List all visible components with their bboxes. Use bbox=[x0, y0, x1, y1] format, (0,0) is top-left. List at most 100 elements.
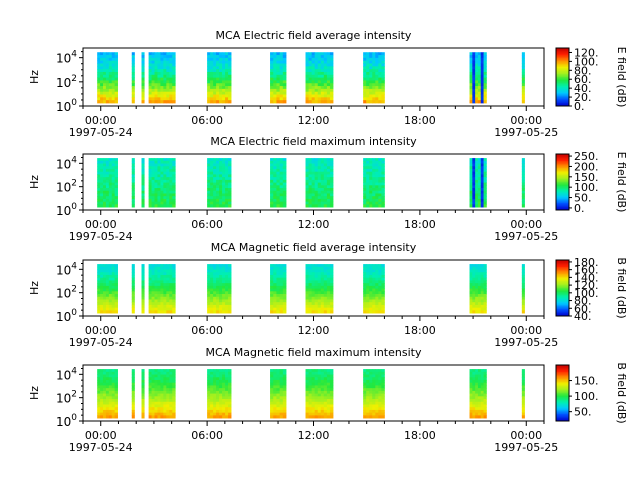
y-tick-base: 10 bbox=[56, 52, 71, 66]
spectrogram-2 bbox=[97, 158, 525, 208]
colorbar-segment bbox=[556, 415, 569, 418]
colorbar-tick-label: 60. bbox=[574, 73, 592, 86]
colorbar-segment bbox=[556, 404, 569, 407]
colorbar-segment bbox=[556, 165, 569, 168]
colorbar-segment bbox=[556, 390, 569, 393]
colorbar-segment bbox=[556, 379, 569, 381]
colorbar-segment bbox=[556, 72, 569, 75]
colorbar-label: E field (dB) bbox=[615, 152, 628, 213]
colorbar-segment bbox=[556, 189, 569, 191]
colorbar-segment bbox=[556, 79, 569, 82]
colorbar-segment bbox=[556, 101, 569, 104]
colorbar-segment bbox=[556, 369, 569, 372]
colorbar-segment bbox=[556, 50, 569, 53]
colorbar-segment bbox=[556, 92, 569, 95]
colorbar-segment bbox=[556, 186, 569, 189]
colorbar-segment bbox=[556, 85, 569, 88]
y-tick-exponent: 4 bbox=[71, 155, 77, 165]
colorbar-tick-label: 100. bbox=[574, 390, 599, 403]
x-tick-label: 06:00 bbox=[191, 429, 223, 442]
colorbar-segment bbox=[556, 393, 569, 395]
data-block bbox=[148, 264, 176, 314]
colorbar-segment bbox=[556, 68, 569, 71]
x-date-label: 1997-05-24 bbox=[69, 126, 133, 139]
x-tick-label: 12:00 bbox=[298, 114, 330, 127]
y-tick-label: 102 bbox=[56, 390, 77, 406]
colorbar-segment bbox=[556, 374, 569, 377]
colorbar-segment bbox=[556, 184, 569, 187]
data-block bbox=[270, 264, 287, 314]
y-tick-exponent: 2 bbox=[71, 285, 77, 295]
y-tick-label: 104 bbox=[56, 155, 77, 171]
colorbar-segment bbox=[556, 190, 569, 193]
colorbar-segment bbox=[556, 87, 569, 90]
colorbar-segment bbox=[556, 275, 569, 278]
colorbar-segment bbox=[556, 286, 569, 289]
colorbar-segment bbox=[556, 71, 569, 74]
y-tick-label: 100 bbox=[56, 308, 77, 324]
colorbar-segment bbox=[556, 292, 569, 295]
colorbar-segment bbox=[556, 400, 569, 402]
data-block bbox=[207, 369, 232, 419]
colorbar-tick-label: 0. bbox=[574, 100, 585, 113]
colorbar: 0.50.100.150.200.250. E field (dB) bbox=[555, 150, 628, 215]
colorbar-tick-label: 180. bbox=[574, 256, 599, 269]
colorbar-segment bbox=[556, 196, 569, 198]
y-tick-label: 102 bbox=[56, 74, 77, 90]
colorbar-tick-label: 200. bbox=[574, 160, 599, 173]
colorbar-segment bbox=[556, 387, 569, 390]
y-axis-label: Hz bbox=[28, 281, 41, 295]
colorbar-segment bbox=[556, 98, 569, 101]
y-tick-base: 10 bbox=[56, 368, 71, 382]
colorbar-segment bbox=[556, 293, 569, 296]
colorbar-segment bbox=[556, 397, 569, 400]
data-block bbox=[305, 369, 334, 419]
colorbar-segment bbox=[556, 182, 569, 184]
colorbar-segment bbox=[556, 52, 569, 55]
colorbar-segment bbox=[556, 91, 569, 94]
y-tick-exponent: 2 bbox=[71, 179, 77, 189]
colorbar-segment bbox=[556, 166, 569, 169]
colorbar-segment bbox=[556, 82, 569, 85]
data-block bbox=[270, 52, 287, 104]
colorbar-segment bbox=[556, 405, 569, 408]
colorbar-tick-label: 100. bbox=[574, 181, 599, 194]
y-tick-base: 10 bbox=[56, 392, 71, 406]
y-tick-base: 10 bbox=[56, 100, 71, 114]
colorbar-tick-label: 80. bbox=[574, 295, 592, 308]
colorbar-segment bbox=[556, 264, 569, 267]
colorbar-segment bbox=[556, 84, 569, 87]
colorbar-segment bbox=[556, 156, 569, 159]
x-date-label: 1997-05-24 bbox=[69, 336, 133, 349]
x-tick-label: 18:00 bbox=[404, 429, 436, 442]
colorbar-segment bbox=[556, 173, 569, 176]
colorbar-segment bbox=[556, 170, 569, 173]
x-tick-label: 00:00 bbox=[510, 429, 542, 442]
colorbar-segment bbox=[556, 95, 569, 98]
colorbar-segment bbox=[556, 278, 569, 281]
data-block bbox=[207, 52, 232, 104]
colorbar-segment bbox=[556, 176, 569, 179]
data-block bbox=[131, 52, 135, 104]
y-tick-exponent: 2 bbox=[71, 74, 77, 84]
data-block bbox=[97, 264, 118, 314]
colorbar-segment bbox=[556, 381, 569, 384]
colorbar-tick-label: 60. bbox=[574, 302, 592, 315]
y-tick-label: 100 bbox=[56, 413, 77, 429]
colorbar-segment bbox=[556, 384, 569, 387]
colorbar-segment bbox=[556, 288, 569, 290]
colorbar-segment bbox=[556, 162, 569, 165]
y-tick-label: 100 bbox=[56, 202, 77, 218]
y-tick-base: 10 bbox=[56, 204, 71, 218]
y-tick-base: 10 bbox=[56, 181, 71, 195]
colorbar-segment bbox=[556, 155, 569, 158]
colorbar-segment bbox=[556, 281, 569, 283]
y-tick-base: 10 bbox=[56, 157, 71, 171]
data-block bbox=[469, 158, 487, 208]
data-block bbox=[148, 369, 176, 419]
colorbar-segment bbox=[556, 53, 569, 56]
y-tick-exponent: 2 bbox=[71, 390, 77, 400]
data-block bbox=[141, 369, 145, 419]
